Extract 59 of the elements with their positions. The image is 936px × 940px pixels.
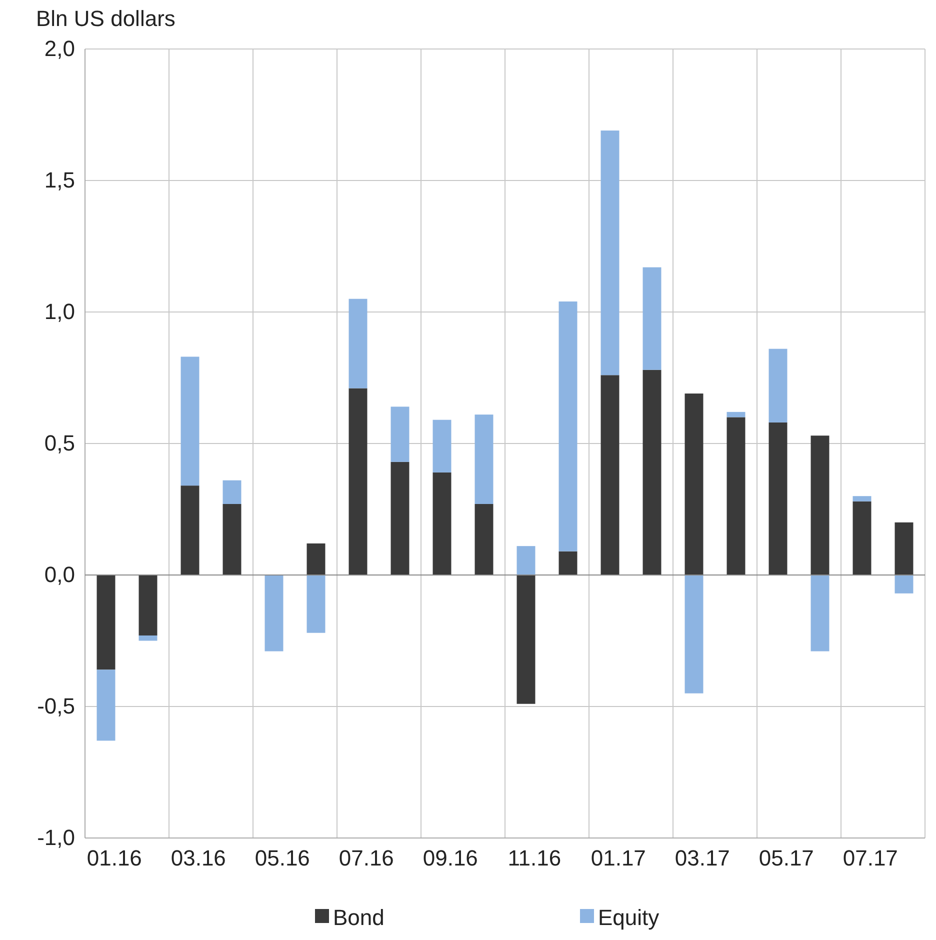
bar [810,575,830,652]
x-tick-label: 03.16 [170,846,226,871]
x-tick-label: 09.16 [422,846,478,871]
x-tick-label: 11.16 [508,846,562,871]
y-tick-label: -0,5 [37,694,75,719]
bar [642,370,662,575]
x-tick-label: 01.16 [86,846,142,871]
bar [684,394,704,575]
bar [348,388,368,575]
bar [432,472,452,575]
y-tick-label: 2,0 [44,36,75,62]
x-tick-label: 07.17 [842,846,898,871]
bar [96,575,116,670]
legend-label: Bond [333,905,384,930]
bar [768,348,788,422]
bar [390,406,410,462]
legend-label: Equity [598,905,660,930]
bar [768,422,788,575]
x-tick-label: 01.17 [590,846,646,871]
bar [306,543,326,575]
x-tick-label: 05.17 [758,846,814,871]
bar [138,635,158,641]
bar [684,575,704,694]
bar [894,575,914,594]
bar [474,414,494,504]
bar [516,575,536,704]
bar [558,301,578,552]
bar [390,462,410,575]
bar [222,504,242,575]
y-tick-label: -1,0 [37,825,75,850]
y-axis-title: Bln US dollars [36,6,176,31]
bar [726,412,746,418]
bar [180,356,200,486]
bar [558,551,578,575]
bar [852,496,872,502]
bar [96,670,116,741]
y-tick-label: 0,0 [44,562,75,588]
bar [474,504,494,575]
bar [180,486,200,575]
x-tick-label: 05.16 [254,846,310,871]
bar [138,575,158,636]
bar [432,420,452,472]
y-tick-label: 1,0 [44,299,75,324]
bar [348,298,368,388]
bar [600,130,620,376]
x-tick-label: 03.17 [674,846,730,871]
x-tick-label: 07.16 [338,846,394,871]
y-tick-label: 0,5 [44,430,75,456]
bar [894,522,914,575]
bar [222,480,242,504]
bar [810,436,830,575]
bar [726,417,746,575]
bar [306,575,326,633]
bar [264,575,284,652]
bar [516,546,536,575]
bar [852,501,872,575]
bar [642,267,662,370]
bar [600,375,620,575]
y-tick-label: 1,5 [44,168,75,193]
